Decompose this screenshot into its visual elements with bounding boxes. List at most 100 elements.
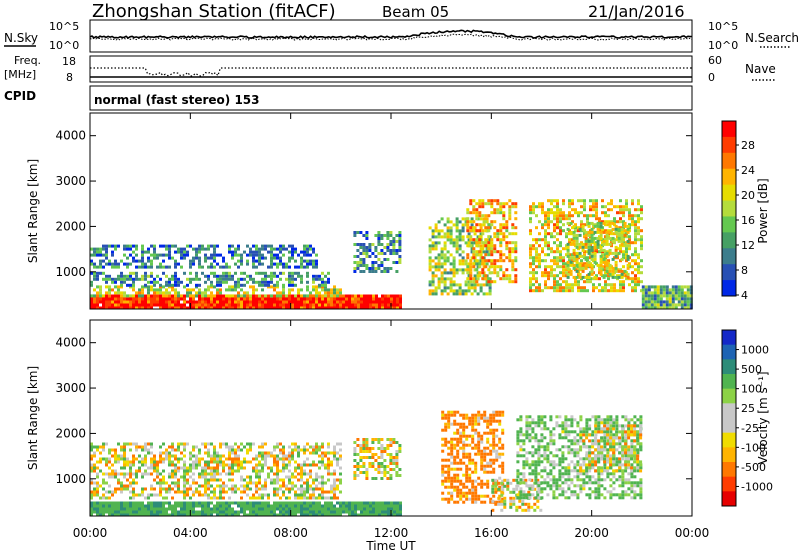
echo-cell — [249, 285, 252, 289]
echo-cell — [465, 494, 469, 498]
echo-cell — [162, 294, 165, 298]
echo-cell — [584, 275, 588, 279]
echo-cell — [93, 463, 96, 467]
echo-cell — [584, 263, 588, 267]
echo-cell — [384, 501, 387, 505]
echo-cell — [590, 257, 594, 261]
echo-cell — [291, 300, 294, 304]
echo-cell — [640, 217, 643, 221]
echo-cell — [571, 259, 574, 263]
echo-cell — [380, 237, 384, 240]
echo-cell — [662, 288, 666, 292]
echo-cell — [566, 221, 570, 225]
echo-cell — [390, 507, 393, 511]
echo-cell — [626, 263, 630, 267]
echo-cell — [258, 300, 261, 304]
echo-cell — [312, 496, 315, 500]
echo-cell — [493, 268, 497, 272]
echo-cell — [577, 211, 580, 215]
echo-cell — [377, 441, 381, 444]
echo-cell — [120, 291, 123, 295]
echo-cell — [333, 507, 336, 511]
echo-cell — [492, 470, 496, 474]
echo-cell — [547, 271, 550, 275]
echo-cell — [532, 238, 535, 242]
echo-cell — [288, 457, 291, 461]
echo-cell — [380, 450, 384, 453]
echo-cell — [389, 438, 393, 441]
echo-cell — [243, 460, 246, 464]
echo-cell — [135, 493, 138, 497]
echo-cell — [93, 469, 96, 473]
echo-cell — [336, 457, 339, 461]
echo-cell — [544, 235, 547, 239]
echo-cell — [623, 224, 627, 228]
echo-cell — [491, 478, 495, 482]
echo-cell — [637, 238, 640, 242]
echo-cell — [114, 460, 117, 464]
echo-cell — [584, 266, 588, 270]
echo-cell — [288, 256, 291, 260]
echo-cell — [592, 199, 595, 203]
echo-cell — [456, 479, 460, 483]
echo-cell — [499, 223, 503, 227]
echo-cell — [441, 410, 445, 414]
echo-cell — [96, 510, 99, 514]
echo-cell — [147, 472, 150, 476]
echo-cell — [659, 288, 663, 292]
echo-cell — [553, 250, 556, 254]
echo-cell — [607, 220, 610, 224]
echo-cell — [231, 294, 234, 298]
echo-cell — [111, 297, 114, 301]
echo-cell — [647, 285, 651, 289]
echo-cell — [117, 501, 120, 505]
echo-cell — [141, 306, 144, 310]
echo-cell — [584, 239, 588, 243]
echo-cell — [617, 227, 621, 231]
echo-cell — [189, 280, 192, 284]
echo-cell — [108, 274, 111, 278]
echo-cell — [171, 285, 174, 289]
echo-cell — [455, 235, 459, 239]
echo-cell — [446, 226, 450, 230]
echo-cell — [159, 297, 162, 301]
echo-cell — [219, 496, 222, 500]
echo-cell — [123, 507, 126, 511]
echo-cell — [544, 286, 547, 290]
echo-cell — [150, 457, 153, 461]
echo-cell — [255, 454, 258, 458]
echo-cell — [365, 468, 369, 471]
echo-cell — [306, 250, 309, 254]
echo-cell — [515, 508, 519, 512]
echo-cell — [318, 291, 321, 295]
echo-cell — [441, 467, 445, 471]
echo-cell — [544, 268, 547, 272]
echo-cell — [228, 247, 231, 251]
echo-cell — [282, 493, 285, 497]
echo-cell — [399, 510, 402, 514]
echo-cell — [468, 422, 472, 426]
echo-cell — [198, 501, 201, 505]
echo-cell — [225, 501, 228, 505]
echo-cell — [447, 416, 451, 420]
echo-cell — [487, 259, 491, 263]
echo-cell — [174, 454, 177, 458]
echo-cell — [111, 448, 114, 452]
echo-cell — [96, 466, 99, 470]
echo-cell — [138, 288, 141, 292]
echo-cell — [392, 246, 396, 249]
echo-cell — [458, 286, 462, 290]
echo-cell — [362, 234, 366, 237]
echo-cell — [99, 507, 102, 511]
echo-cell — [90, 294, 93, 298]
echo-cell — [464, 280, 468, 284]
echo-cell — [249, 250, 252, 254]
echo-cell — [117, 294, 120, 298]
echo-cell — [186, 481, 189, 485]
echo-cell — [437, 262, 441, 266]
echo-cell — [171, 448, 174, 452]
echo-cell — [602, 230, 606, 234]
echo-cell — [529, 217, 532, 221]
echo-cell — [472, 220, 476, 224]
echo-cell — [258, 478, 261, 482]
